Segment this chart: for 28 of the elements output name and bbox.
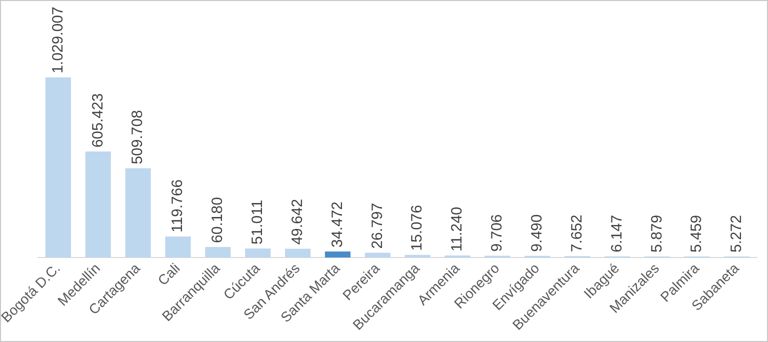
bar — [364, 252, 390, 258]
data-label: 5.879 — [648, 214, 666, 252]
bar — [324, 251, 350, 258]
data-label: 26.797 — [368, 202, 386, 249]
data-label: 7.652 — [568, 214, 586, 252]
data-label: 605.423 — [89, 93, 106, 148]
bar — [165, 236, 191, 258]
bar — [85, 152, 111, 258]
data-label: 119.766 — [169, 179, 186, 233]
bar — [245, 248, 271, 258]
data-label: 51.011 — [249, 200, 266, 245]
data-label: 9.490 — [528, 214, 546, 252]
data-label: 5.272 — [728, 215, 746, 253]
data-label: 9.706 — [488, 214, 506, 252]
data-label: 34.472 — [328, 202, 346, 248]
data-label: 5.459 — [688, 214, 706, 253]
bar — [404, 254, 430, 258]
data-label: 509.708 — [129, 110, 146, 164]
data-label: 11.240 — [448, 206, 466, 252]
data-label: 49.642 — [288, 198, 306, 245]
data-label: 6.147 — [608, 214, 626, 252]
bar — [285, 248, 311, 258]
data-label: 60.180 — [209, 197, 226, 243]
bar — [125, 168, 151, 258]
bar — [45, 77, 71, 258]
bar — [205, 246, 231, 258]
data-label: 15.076 — [408, 204, 426, 251]
data-label: 1.029.007 — [49, 6, 66, 74]
